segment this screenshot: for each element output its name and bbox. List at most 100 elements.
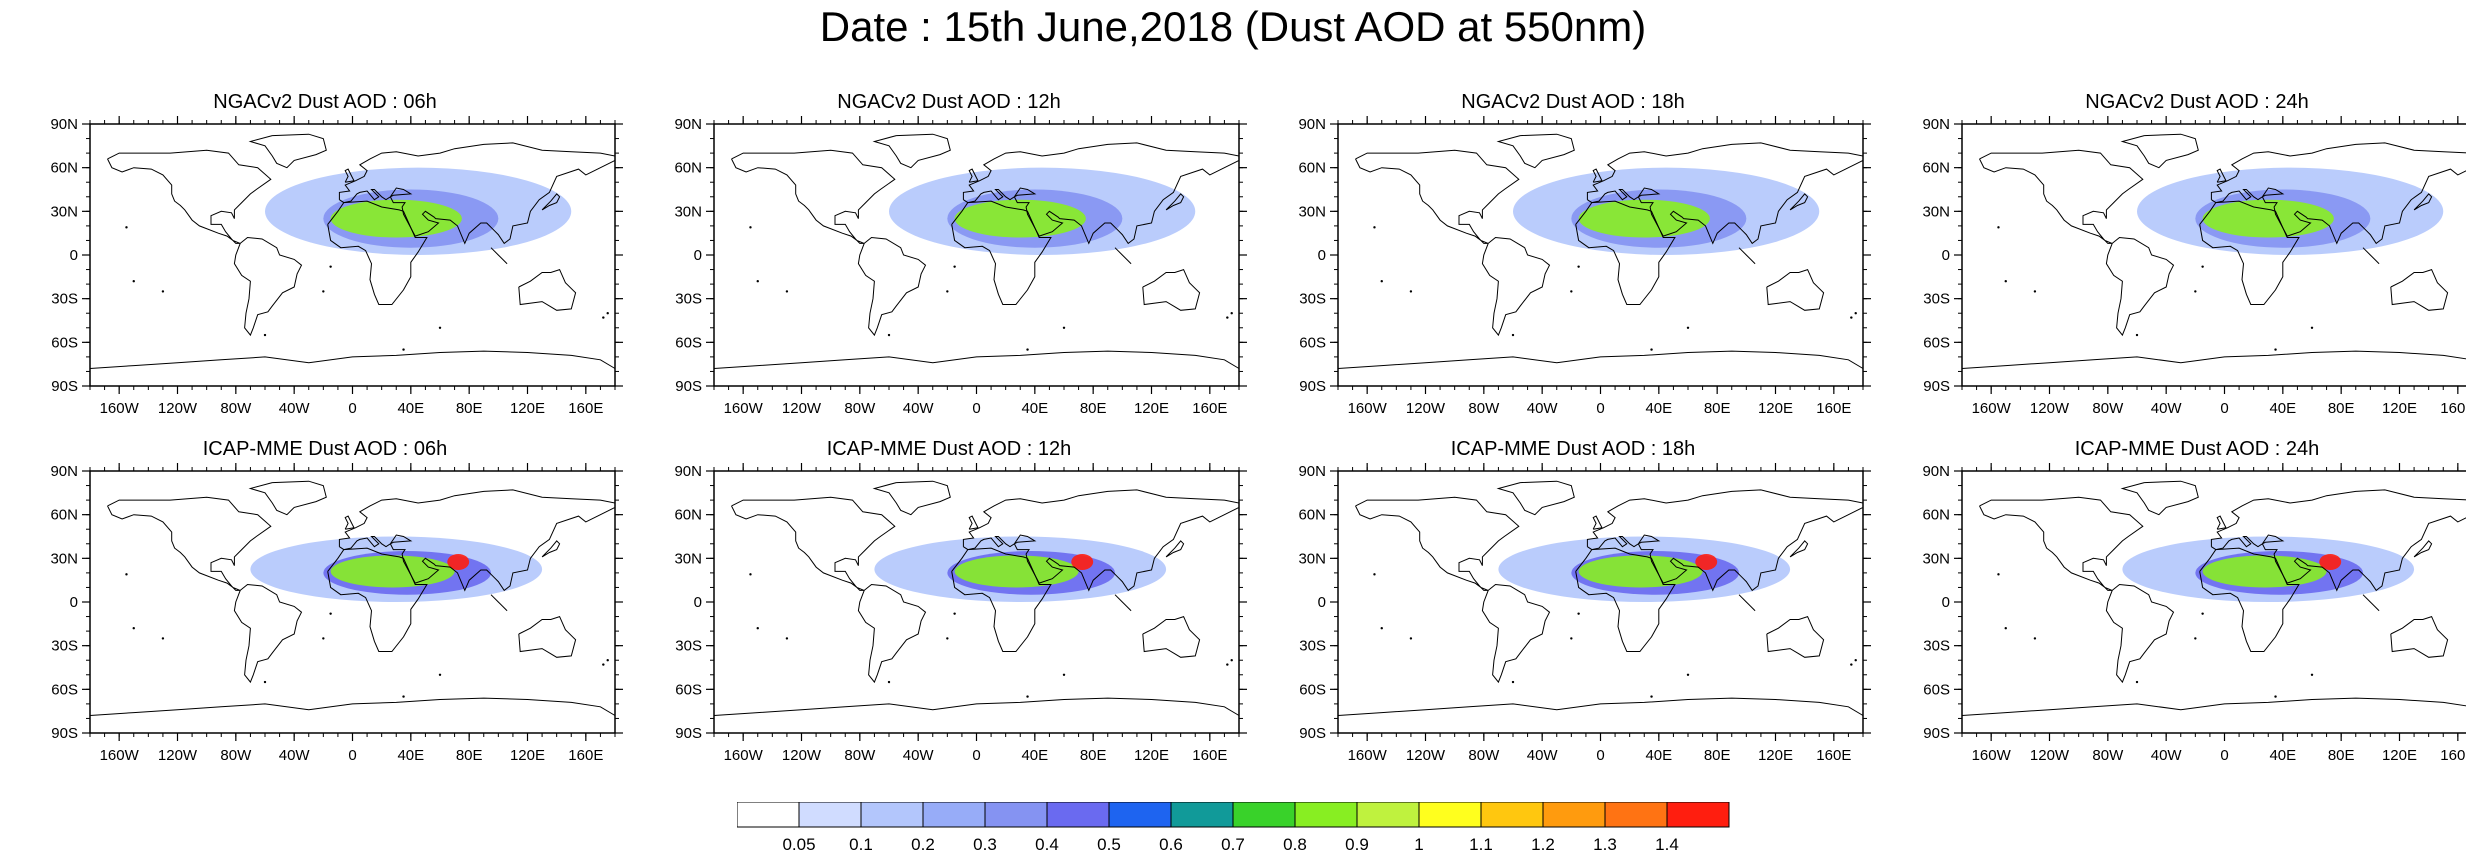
x-tick-label: 40W xyxy=(903,747,935,764)
island-3 xyxy=(606,312,609,315)
coastlines xyxy=(89,480,616,716)
island-9 xyxy=(402,348,405,351)
y-tick-label: 30S xyxy=(1299,638,1326,655)
island-4 xyxy=(602,663,605,666)
x-tick-label: 120E xyxy=(1758,400,1793,417)
x-tick-label: 80E xyxy=(1080,747,1107,764)
x-tick-label: 160E xyxy=(568,747,603,764)
colorbar-label: 0.7 xyxy=(1221,835,1245,852)
island-2 xyxy=(749,573,752,576)
island-0 xyxy=(946,290,949,293)
x-tick-label: 120W xyxy=(1406,400,1446,417)
coastline-2 xyxy=(233,583,303,684)
x-tick-label: 80W xyxy=(2092,400,2124,417)
island-2 xyxy=(1997,226,2000,229)
island-9 xyxy=(1026,348,1029,351)
colorbar-swatch-8 xyxy=(1232,802,1296,828)
x-tick-label: 160E xyxy=(1816,747,1851,764)
x-tick-label: 40E xyxy=(397,747,424,764)
x-tick-label: 80W xyxy=(2092,747,2124,764)
island-2 xyxy=(749,226,752,229)
x-tick-label: 40E xyxy=(1645,400,1672,417)
coastline-6 xyxy=(2390,615,2449,658)
y-tick-label: 30N xyxy=(1298,550,1326,567)
island-5 xyxy=(1409,637,1413,640)
dust-field xyxy=(2122,536,2415,602)
dust-plume-2 xyxy=(954,555,1079,588)
x-tick-label: 40E xyxy=(2269,747,2296,764)
island-8 xyxy=(329,612,332,615)
map-panel-ngacv2-12h: NGACv2 Dust AOD : 12h 160W 120W 80W 40W 0 40E… xyxy=(669,90,1247,420)
x-tick-label: 160E xyxy=(1816,400,1851,417)
y-tick-label: 90N xyxy=(1922,116,1950,133)
island-7 xyxy=(1686,673,1690,676)
panel-title: ICAP-MME Dust AOD : 12h xyxy=(826,438,1072,460)
colorbar-label: 1.2 xyxy=(1531,835,1555,852)
colorbar-swatch-12 xyxy=(1480,802,1544,828)
coastline-6 xyxy=(518,268,577,311)
y-tick-label: 90S xyxy=(675,725,702,742)
coastline-4 xyxy=(1586,489,1864,592)
coastline-2 xyxy=(1481,583,1551,684)
coastlines xyxy=(1337,480,1864,716)
map-background xyxy=(1962,124,2466,386)
x-tick-label: 80E xyxy=(1704,400,1731,417)
y-tick-label: 90S xyxy=(1923,725,1950,742)
coastline-4 xyxy=(1586,142,1864,245)
dust-field xyxy=(2137,167,2444,255)
colorbar-label: 0.9 xyxy=(1345,835,1369,852)
colorbar-swatch-14 xyxy=(1604,802,1668,828)
island-1 xyxy=(2004,627,2007,630)
map-background xyxy=(1338,124,1863,386)
x-tick-label: 40W xyxy=(1527,747,1559,764)
island-1 xyxy=(756,280,759,283)
x-tick-label: 40W xyxy=(2151,747,2183,764)
island-3 xyxy=(1230,312,1233,315)
island-0 xyxy=(2194,290,2197,293)
coastline-0 xyxy=(107,149,272,244)
y-tick-label: 90N xyxy=(50,116,78,133)
island-9 xyxy=(1026,695,1029,698)
map-panel-ngacv2-06h: NGACv2 Dust AOD : 06h 160W 120W 80W 40W 0 40E… xyxy=(45,90,623,420)
island-4 xyxy=(602,316,605,319)
coastline-7 xyxy=(1789,540,1809,558)
island-0 xyxy=(1570,290,1573,293)
y-tick-label: 90S xyxy=(51,378,78,395)
coastline-1 xyxy=(872,480,951,516)
coastline-1 xyxy=(248,133,327,169)
colorbar-label: 1.4 xyxy=(1655,835,1679,852)
colorbar-swatch-5 xyxy=(1046,802,1110,828)
coastline-1 xyxy=(1496,480,1575,516)
coastline-6 xyxy=(1142,268,1201,311)
x-tick-label: 120W xyxy=(2030,400,2070,417)
colorbar-label: 0.6 xyxy=(1159,835,1183,852)
y-tick-label: 60S xyxy=(675,334,702,351)
y-tick-label: 30S xyxy=(51,638,78,655)
island-1 xyxy=(2004,280,2007,283)
x-tick-label: 40E xyxy=(1021,400,1048,417)
coastline-4 xyxy=(2210,489,2466,592)
y-tick-label: 0 xyxy=(1942,247,1950,264)
coastlines xyxy=(1961,133,2466,369)
island-5 xyxy=(2033,637,2037,640)
x-tick-label: 160E xyxy=(1192,400,1227,417)
colorbar-swatch-0 xyxy=(737,802,800,828)
colorbar-swatch-13 xyxy=(1542,802,1606,828)
x-tick-label: 80W xyxy=(220,400,252,417)
coastline-9 xyxy=(713,697,1240,716)
x-tick-label: 120E xyxy=(1758,747,1793,764)
coastline-0 xyxy=(107,496,272,591)
coastline-5 xyxy=(2216,168,2227,183)
island-7 xyxy=(2310,326,2314,329)
map-panel-icap-18h: ICAP-MME Dust AOD : 18h 160W 120W 80W 40W 0 4… xyxy=(1293,437,1871,767)
coastline-2 xyxy=(233,236,303,337)
x-tick-label: 160W xyxy=(1348,747,1388,764)
x-tick-label: 0 xyxy=(2220,747,2228,764)
x-tick-label: 40E xyxy=(397,400,424,417)
coastline-1 xyxy=(1496,133,1575,169)
coastline-0 xyxy=(1355,149,1520,244)
x-tick-label: 160W xyxy=(100,400,140,417)
island-8 xyxy=(1577,612,1580,615)
colorbar-label: 0.4 xyxy=(1035,835,1059,852)
figure-title: Date : 15th June,2018 (Dust AOD at 550nm… xyxy=(819,3,1647,50)
